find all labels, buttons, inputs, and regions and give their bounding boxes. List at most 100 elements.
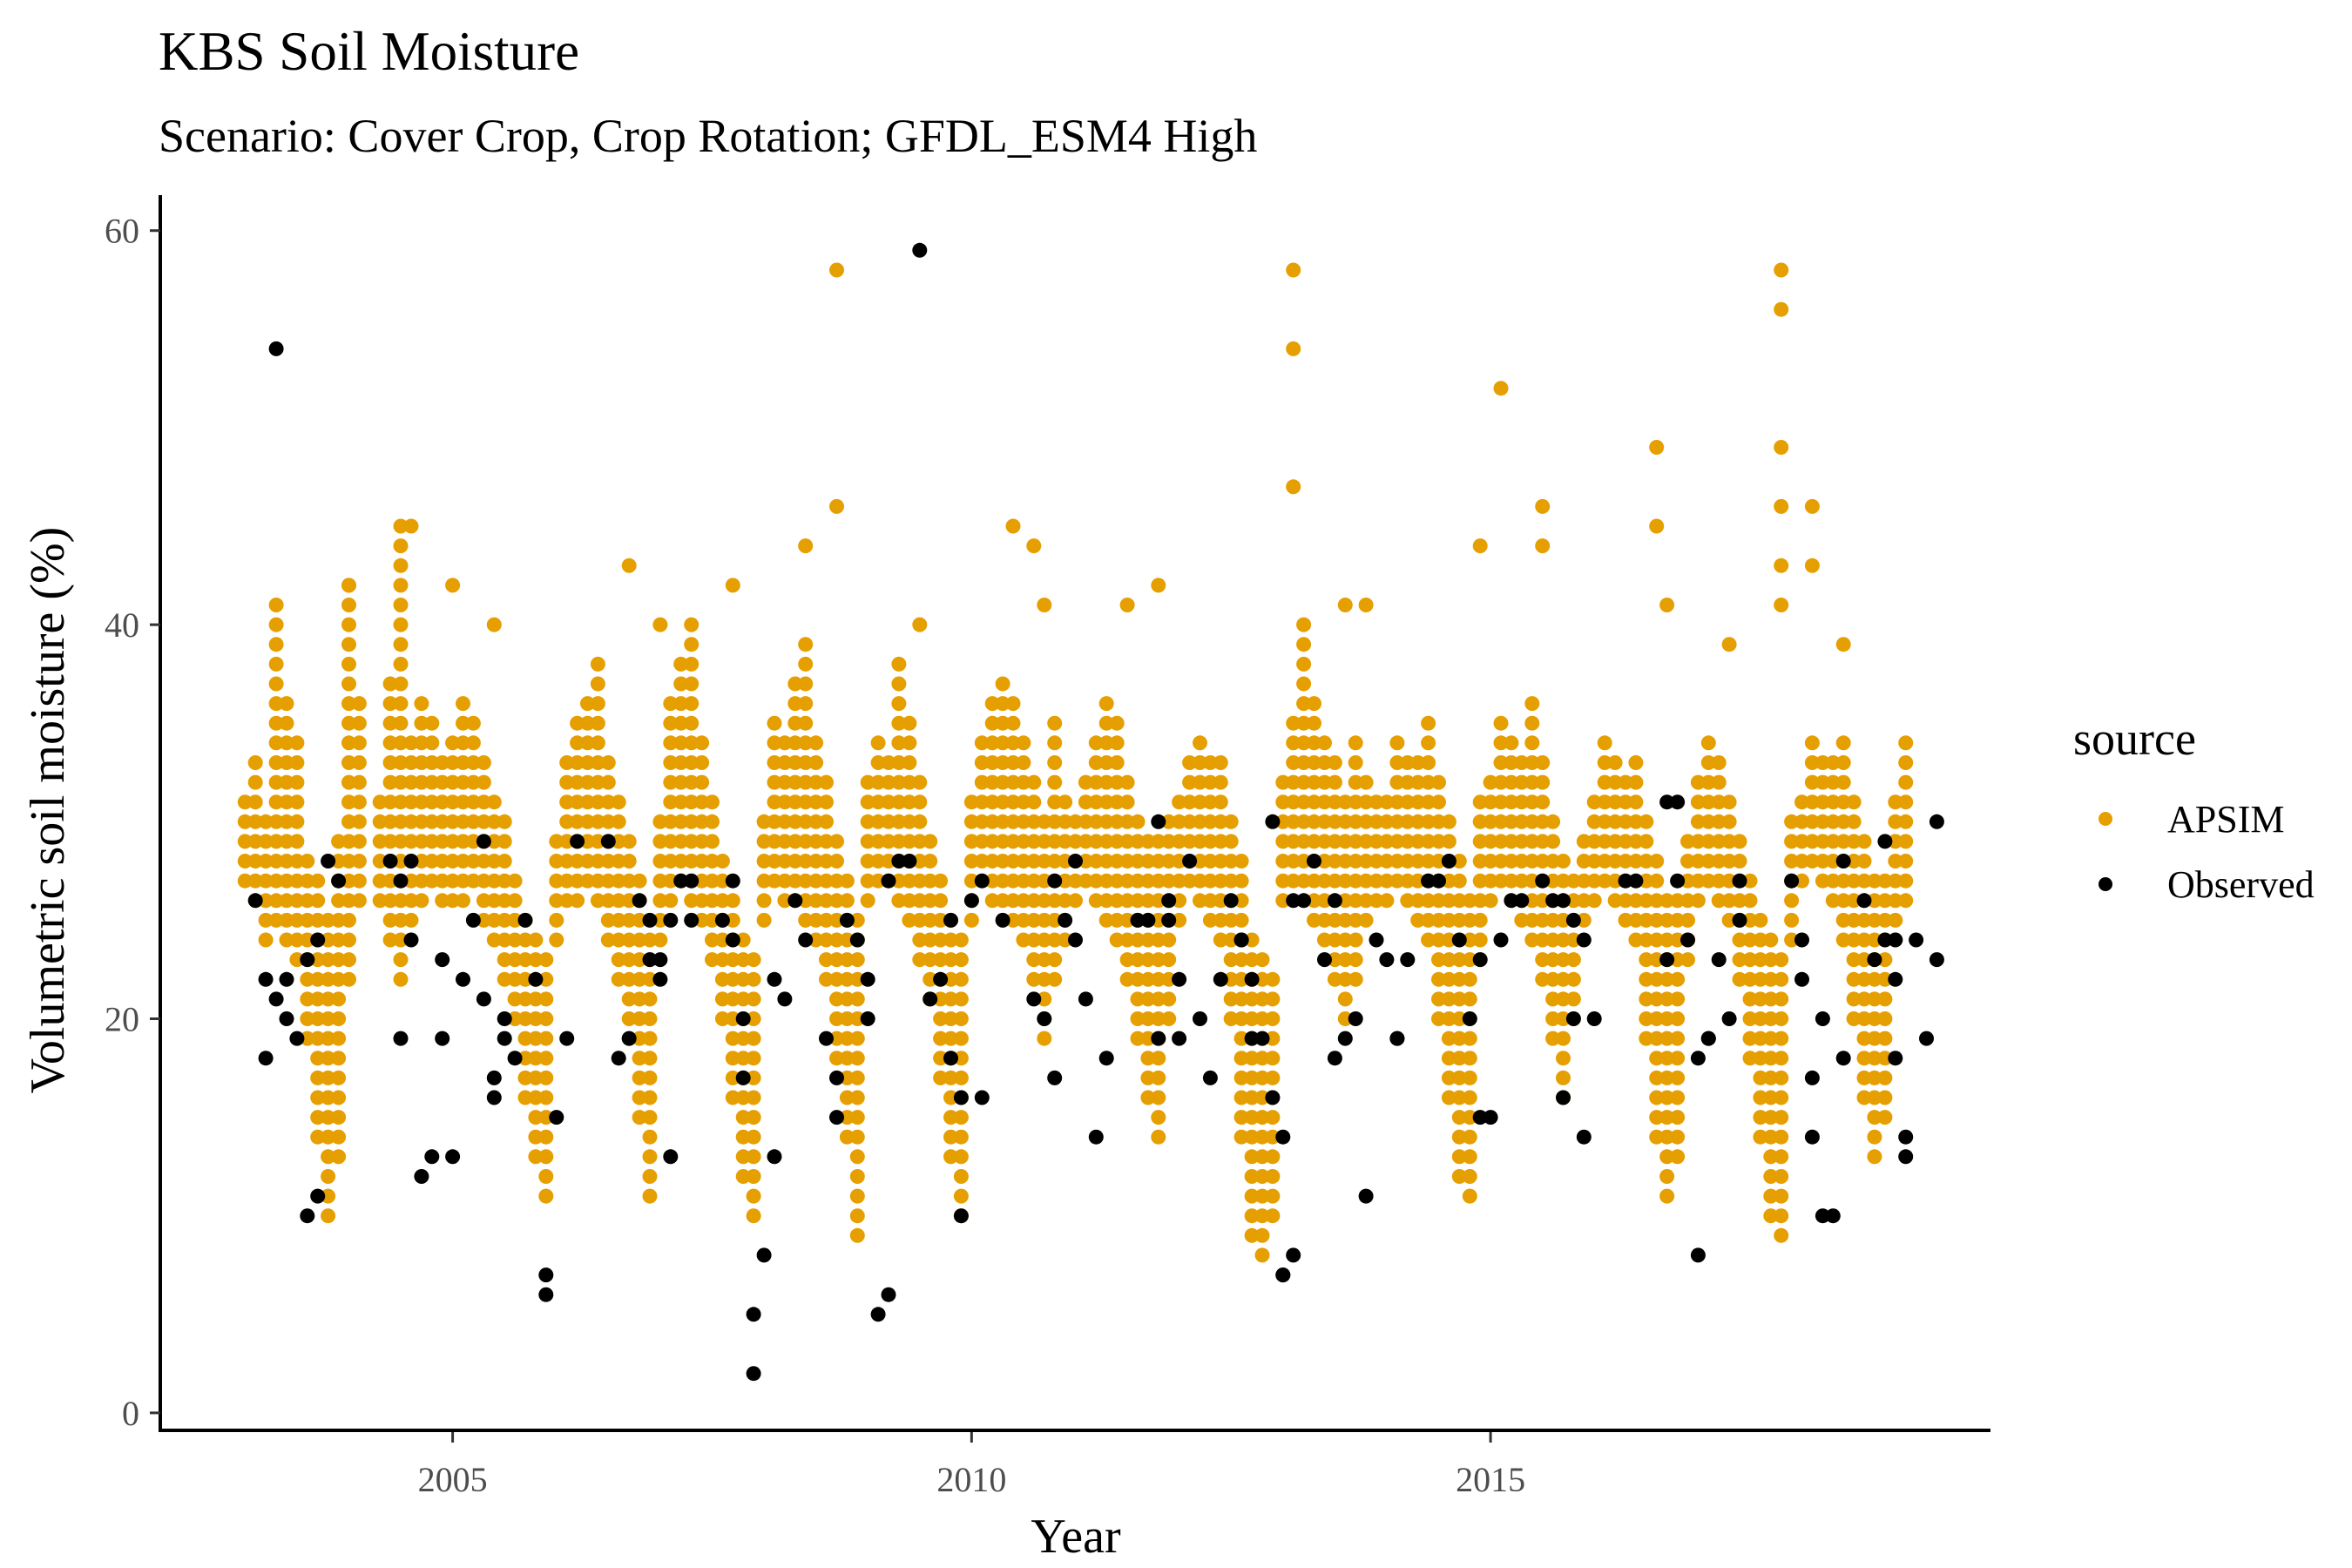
apsim-point	[1265, 991, 1281, 1007]
observed-point	[258, 971, 274, 987]
apsim-point	[1545, 873, 1561, 889]
apsim-point	[808, 774, 824, 790]
apsim-point	[268, 617, 284, 632]
apsim-point	[1047, 854, 1063, 868]
apsim-point	[1441, 991, 1456, 1007]
apsim-point	[1337, 952, 1353, 968]
apsim-point	[1098, 774, 1114, 790]
observed-point	[1172, 1031, 1187, 1046]
apsim-point	[1026, 814, 1042, 829]
apsim-point	[1400, 854, 1416, 868]
apsim-point	[1151, 873, 1166, 889]
observed-point	[974, 1090, 990, 1105]
apsim-point	[310, 1051, 326, 1066]
apsim-point	[1016, 774, 1031, 790]
apsim-point	[1068, 814, 1083, 829]
apsim-point	[1140, 854, 1156, 868]
apsim-point	[1815, 755, 1830, 770]
apsim-point	[1472, 893, 1488, 909]
apsim-point	[1296, 715, 1312, 731]
apsim-point	[1119, 794, 1135, 810]
apsim-point	[445, 814, 461, 829]
apsim-point	[694, 735, 710, 751]
apsim-point	[1825, 774, 1841, 790]
apsim-point	[1462, 1070, 1477, 1085]
apsim-point	[1410, 893, 1426, 909]
apsim-point	[1794, 854, 1809, 868]
apsim-point	[1545, 991, 1561, 1007]
observed-point	[798, 932, 814, 948]
apsim-point	[943, 932, 958, 948]
apsim-point	[767, 794, 782, 810]
apsim-point	[787, 735, 803, 751]
apsim-point	[1140, 834, 1156, 849]
apsim-point	[1545, 932, 1561, 948]
apsim-point	[476, 854, 491, 868]
apsim-point	[746, 1208, 761, 1224]
apsim-point	[1223, 854, 1239, 868]
apsim-point	[331, 1129, 347, 1145]
apsim-point	[1098, 755, 1114, 770]
apsim-point	[1005, 912, 1021, 928]
apsim-point	[456, 715, 470, 731]
apsim-point	[1327, 774, 1342, 790]
apsim-point	[1193, 834, 1207, 849]
apsim-point	[1182, 873, 1198, 889]
apsim-point	[963, 834, 979, 849]
apsim-point	[891, 676, 907, 692]
apsim-point	[456, 834, 470, 849]
observed-point	[331, 873, 347, 889]
apsim-point	[756, 854, 772, 868]
apsim-point	[1804, 774, 1820, 790]
apsim-point	[1732, 893, 1747, 909]
apsim-point	[953, 1011, 969, 1026]
apsim-point	[341, 637, 356, 652]
apsim-point	[632, 1070, 647, 1085]
apsim-point	[331, 893, 347, 909]
apsim-point	[331, 1031, 347, 1046]
apsim-point	[798, 637, 814, 652]
apsim-point	[642, 1011, 658, 1026]
apsim-point	[580, 715, 595, 731]
apsim-point	[1763, 1051, 1779, 1066]
apsim-point	[403, 755, 419, 770]
observed-point	[849, 932, 865, 948]
apsim-point	[1763, 952, 1779, 968]
apsim-point	[1410, 814, 1426, 829]
apsim-point	[1078, 774, 1093, 790]
apsim-point	[1556, 1070, 1571, 1085]
apsim-point	[414, 814, 429, 829]
observed-point	[497, 1031, 512, 1046]
apsim-point	[1835, 814, 1851, 829]
apsim-point	[725, 1011, 740, 1026]
apsim-point	[331, 1149, 347, 1165]
observed-point	[974, 873, 990, 889]
apsim-point	[1151, 971, 1166, 987]
apsim-point	[849, 991, 865, 1007]
apsim-point	[1410, 774, 1426, 790]
apsim-point	[580, 854, 595, 868]
apsim-point	[1348, 774, 1363, 790]
apsim-point	[497, 873, 512, 889]
apsim-point	[1670, 991, 1686, 1007]
observed-point	[268, 991, 284, 1007]
apsim-point	[974, 854, 990, 868]
apsim-point	[1649, 1129, 1665, 1145]
apsim-point	[1182, 755, 1198, 770]
apsim-point	[1254, 1051, 1270, 1066]
apsim-point	[1037, 1031, 1052, 1046]
apsim-point	[1421, 774, 1436, 790]
apsim-point	[1628, 893, 1644, 909]
apsim-point	[1659, 893, 1675, 909]
apsim-point	[1223, 912, 1239, 928]
apsim-point	[725, 971, 740, 987]
apsim-point	[476, 912, 491, 928]
apsim-point	[870, 755, 886, 770]
apsim-point	[1026, 893, 1042, 909]
apsim-point	[1130, 854, 1146, 868]
apsim-point	[746, 1110, 761, 1125]
observed-point	[570, 834, 585, 849]
observed-point	[1929, 952, 1944, 968]
apsim-point	[1088, 834, 1104, 849]
apsim-point	[1753, 1090, 1768, 1105]
